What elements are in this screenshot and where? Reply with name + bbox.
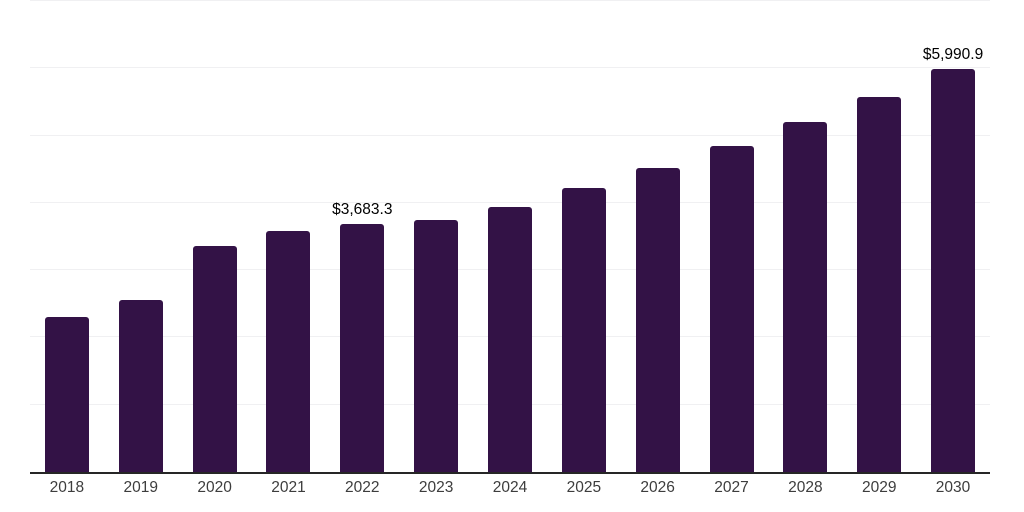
x-axis-label: 2025 <box>566 479 602 496</box>
plot-area: $3,683.3 $5,990.9 <box>30 0 990 474</box>
bar <box>857 97 902 472</box>
bar-slot <box>695 1 769 472</box>
x-axis-label: 2018 <box>49 479 85 496</box>
x-axis-label: 2029 <box>861 479 897 496</box>
bar <box>44 316 89 472</box>
bar <box>340 224 385 472</box>
x-axis-label: 2019 <box>123 479 158 496</box>
bar-slot <box>104 1 178 472</box>
gridline <box>30 0 990 1</box>
bar-slot <box>621 1 695 472</box>
x-axis-label: 2026 <box>640 479 675 496</box>
bar <box>487 206 532 472</box>
gridline <box>30 134 990 136</box>
bar <box>414 220 459 472</box>
bar-slot <box>252 1 326 472</box>
bar-slot <box>178 1 252 472</box>
bar-slot <box>842 1 916 472</box>
gridline <box>30 201 990 203</box>
bar-slot <box>473 1 547 472</box>
x-axis-label: 2024 <box>492 479 528 496</box>
bar-slot <box>399 1 473 472</box>
bar <box>118 299 163 472</box>
bar <box>783 122 828 472</box>
x-axis-label: 2021 <box>271 479 306 496</box>
bar-slot: $3,683.3 <box>325 1 399 472</box>
gridline <box>30 67 990 69</box>
x-axis-label: 2022 <box>345 479 380 496</box>
x-axis-label: 2020 <box>197 479 232 496</box>
bar-slot: $5,990.9 <box>916 1 990 472</box>
x-axis-label: 2027 <box>714 479 749 496</box>
bar <box>561 188 606 472</box>
bar-slot <box>547 1 621 472</box>
bar <box>931 68 976 472</box>
bar-slot <box>30 1 104 472</box>
bar-slot <box>768 1 842 472</box>
bar <box>192 245 237 472</box>
bar-value-label: $5,990.9 <box>922 45 984 63</box>
bar <box>709 146 754 472</box>
x-axis-label: 2023 <box>418 479 454 496</box>
x-axis-labels: 2018 2019 2020 2021 2022 2023 2024 2025 2026 2027… <box>30 479 990 497</box>
x-axis-label: 2028 <box>788 479 823 496</box>
bar-value-label: $3,683.3 <box>332 201 393 219</box>
bar <box>635 168 680 472</box>
x-axis-label: 2030 <box>935 479 971 496</box>
bar <box>266 231 311 472</box>
